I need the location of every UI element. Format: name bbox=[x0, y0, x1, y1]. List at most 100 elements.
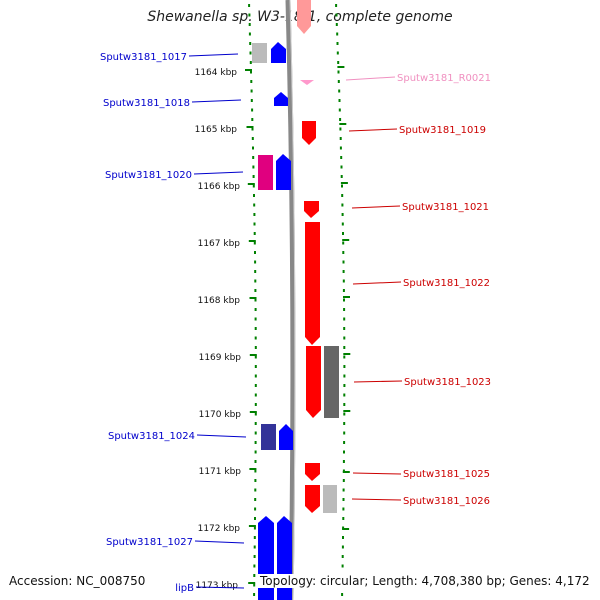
major-tick bbox=[339, 123, 347, 125]
leader-line bbox=[188, 53, 239, 57]
tick-mark bbox=[340, 156, 343, 159]
tick-mark bbox=[339, 127, 342, 131]
kbp-label: 1170 kbp bbox=[199, 410, 242, 420]
tick-mark bbox=[343, 422, 346, 425]
major-tick bbox=[249, 354, 257, 356]
tick-mark bbox=[254, 355, 257, 359]
gene-arrow[interactable] bbox=[304, 201, 319, 218]
tick-mark bbox=[254, 393, 257, 397]
gene-label[interactable]: Sputw3181_1021 bbox=[402, 202, 489, 213]
gene-arrow[interactable] bbox=[274, 92, 288, 106]
tick-mark bbox=[335, 13, 338, 17]
gene-arrow[interactable] bbox=[305, 222, 320, 345]
major-tick bbox=[245, 69, 252, 71]
gene-arrow[interactable] bbox=[279, 424, 293, 450]
feature-block[interactable] bbox=[258, 155, 273, 190]
feature-block[interactable] bbox=[324, 346, 339, 418]
tick-mark bbox=[254, 374, 257, 378]
gene-arrow[interactable] bbox=[305, 485, 320, 513]
accession-text: Accession: NC_008750 bbox=[9, 574, 146, 588]
gene-label[interactable]: Sputw3181_1019 bbox=[399, 125, 486, 136]
tick-mark bbox=[251, 127, 254, 131]
tick-mark bbox=[253, 574, 256, 577]
gene-arrow[interactable] bbox=[306, 346, 321, 418]
kbp-label: 1172 kbp bbox=[198, 524, 241, 534]
gene-label[interactable]: Sputw3181_1026 bbox=[403, 496, 490, 507]
gene-label[interactable]: Sputw3181_1020 bbox=[105, 170, 192, 181]
leader-line bbox=[353, 380, 403, 383]
tick-mark bbox=[337, 70, 340, 74]
tick-mark bbox=[254, 412, 257, 416]
gene-label[interactable]: Sputw3181_1024 bbox=[108, 431, 195, 442]
tick-mark bbox=[343, 336, 346, 340]
tick-mark bbox=[253, 213, 256, 216]
feature-block[interactable] bbox=[261, 424, 276, 450]
tick-mark bbox=[343, 393, 346, 397]
tick-mark bbox=[339, 146, 342, 150]
tick-mark bbox=[253, 222, 256, 226]
tick-mark bbox=[253, 536, 256, 539]
major-tick bbox=[248, 582, 256, 584]
kbp-label: 1171 kbp bbox=[199, 467, 242, 477]
major-tick bbox=[342, 528, 350, 530]
tick-mark bbox=[341, 203, 344, 207]
gene-arrow[interactable] bbox=[297, 0, 311, 34]
gene-label[interactable]: lipB bbox=[175, 583, 194, 594]
tick-mark bbox=[335, 23, 338, 26]
gene-label[interactable]: Sputw3181_1018 bbox=[103, 98, 190, 109]
tick-mark bbox=[249, 42, 252, 45]
major-tick bbox=[248, 525, 256, 527]
tick-mark bbox=[343, 403, 346, 406]
gene-arrow[interactable] bbox=[305, 463, 320, 481]
gene-label[interactable]: Sputw3181_1027 bbox=[106, 537, 193, 548]
kbp-scale: 1164 kbp 1165 kbp 1166 kbp 1167 kbp 1168… bbox=[195, 68, 242, 591]
tick-mark bbox=[253, 555, 256, 558]
gene-label[interactable]: Sputw3181_1022 bbox=[403, 278, 490, 289]
tick-mark bbox=[249, 51, 252, 55]
tick-mark bbox=[342, 517, 345, 520]
tick-mark bbox=[340, 165, 343, 169]
tick-mark bbox=[253, 564, 256, 568]
tick-mark bbox=[250, 70, 252, 74]
gene-arrow[interactable] bbox=[302, 121, 316, 145]
leader-line bbox=[352, 472, 402, 475]
tick-mark bbox=[337, 80, 340, 83]
gene-arrow[interactable] bbox=[276, 154, 291, 190]
tick-mark bbox=[338, 108, 341, 112]
tick-mark bbox=[339, 137, 342, 140]
tick-mark bbox=[343, 431, 346, 435]
tick-mark bbox=[253, 583, 256, 587]
tick-mark bbox=[343, 308, 346, 311]
tick-mark bbox=[249, 61, 252, 64]
tick-mark bbox=[341, 222, 344, 226]
tick-tracks bbox=[245, 4, 351, 596]
gene-label[interactable]: Sputw3181_R0021 bbox=[397, 73, 491, 84]
major-tick bbox=[342, 471, 350, 473]
tick-mark bbox=[341, 194, 344, 197]
leader-line bbox=[351, 205, 401, 209]
tick-mark bbox=[254, 488, 257, 492]
tick-mark bbox=[342, 488, 345, 492]
gene-arrow[interactable] bbox=[271, 42, 286, 63]
tick-mark bbox=[335, 4, 338, 7]
leader-line bbox=[352, 281, 402, 285]
leader-line bbox=[345, 76, 396, 81]
major-tick bbox=[343, 410, 351, 412]
tick-mark bbox=[254, 327, 257, 330]
tick-mark bbox=[253, 232, 256, 235]
tick-mark bbox=[253, 194, 255, 197]
gene-label[interactable]: Sputw3181_1025 bbox=[403, 469, 490, 480]
feature-block[interactable] bbox=[323, 485, 337, 513]
gene-label[interactable]: Sputw3181_1017 bbox=[100, 52, 187, 63]
tick-mark bbox=[342, 289, 345, 292]
tick-mark bbox=[254, 507, 257, 511]
gene-labels: Sputw3181_1017 Sputw3181_R0021 Sputw3181… bbox=[100, 52, 491, 594]
tick-mark bbox=[250, 89, 253, 93]
tick-mark bbox=[254, 336, 257, 340]
tick-mark bbox=[254, 431, 257, 435]
tick-mark bbox=[338, 89, 341, 93]
gene-label[interactable]: Sputw3181_1023 bbox=[404, 377, 491, 388]
tick-mark bbox=[253, 545, 256, 549]
rna-feature[interactable] bbox=[300, 80, 314, 85]
feature-block[interactable] bbox=[252, 43, 267, 63]
